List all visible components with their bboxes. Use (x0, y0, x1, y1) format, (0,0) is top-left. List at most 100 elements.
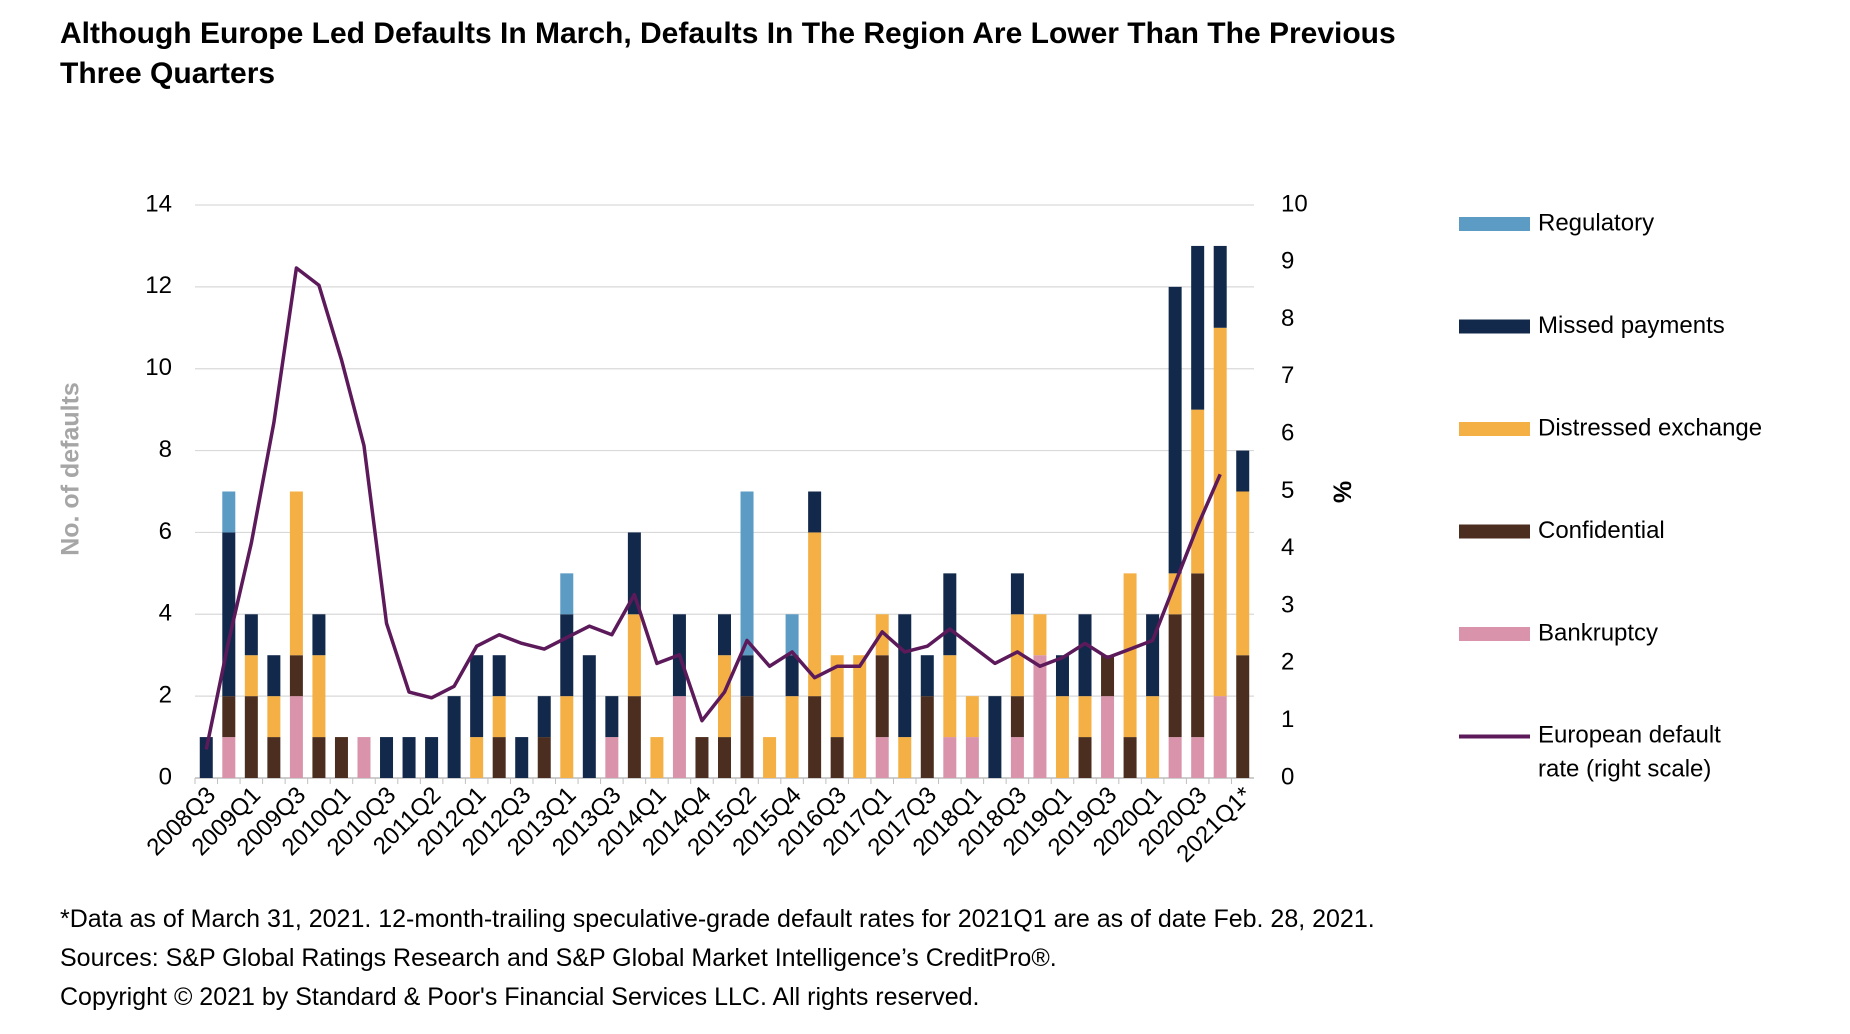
bar-segment (267, 737, 281, 778)
bar-segment (312, 737, 326, 778)
bar-segment (808, 491, 822, 533)
chart-title: Although Europe Led Defaults In March, D… (60, 17, 1396, 90)
bar-segment (875, 737, 889, 778)
bar-segment (898, 614, 912, 738)
bar-segment (222, 737, 236, 778)
bar-segment (334, 737, 348, 778)
bar-segment (672, 696, 686, 778)
bar-segment (785, 696, 799, 778)
y2-tick-label: 10 (1281, 190, 1308, 217)
y-tick-label: 14 (145, 190, 172, 217)
bar-segment (1236, 491, 1250, 656)
bar-segment (1123, 737, 1137, 778)
bar-segment (785, 655, 799, 697)
bar-segment (808, 696, 822, 778)
bar-segment (965, 737, 979, 778)
bar-segment (402, 737, 416, 778)
bar-segment (1010, 573, 1024, 615)
bar-segment (1236, 450, 1250, 492)
legend-swatch (1459, 217, 1530, 231)
bar-segment (289, 655, 303, 697)
bar-segment (988, 696, 1002, 778)
legend-swatch (1459, 422, 1530, 436)
bar-segment (1168, 614, 1182, 738)
y2-axis-label: % (1327, 481, 1355, 503)
bar-segment (830, 737, 844, 778)
y2-tick-label: 5 (1281, 477, 1294, 504)
bar-segment (1010, 696, 1024, 738)
bar-segment (222, 696, 236, 738)
bar-segment (1191, 409, 1205, 574)
bar-segment (492, 696, 506, 738)
bar-segment (965, 696, 979, 738)
legend-label: Bankruptcy (1538, 619, 1658, 646)
y2-tick-label: 9 (1281, 248, 1294, 275)
bar-segment (1033, 655, 1047, 778)
bar-segment (1101, 696, 1115, 778)
bar-segment (695, 737, 709, 778)
y2-tick-label: 1 (1281, 706, 1294, 733)
bar-segment (605, 737, 619, 778)
y2-tick-label: 0 (1281, 763, 1294, 790)
legend-swatch (1459, 627, 1530, 641)
bar-segment (808, 532, 822, 697)
bar-segment (1191, 245, 1205, 410)
bar-segment (1078, 614, 1092, 697)
y-axis-label: No. of defaults (57, 382, 85, 556)
y-tick-label: 8 (159, 436, 172, 463)
y2-tick-label: 6 (1281, 420, 1294, 447)
bar-segment (582, 655, 596, 778)
bar-segment (312, 614, 326, 656)
bar-segment (740, 491, 754, 656)
bar-segment (1123, 573, 1137, 738)
bar-segment (920, 655, 934, 697)
bar-segment (560, 696, 574, 778)
legend-label: European default rate (right scale) (1538, 722, 1721, 783)
y-tick-label: 2 (159, 681, 172, 708)
bar-segment (1168, 573, 1182, 615)
y-tick-label: 4 (159, 600, 172, 627)
bar-segment (492, 737, 506, 778)
bar-segment (627, 696, 641, 778)
bar-segment (425, 737, 439, 778)
bar-segment (785, 614, 799, 656)
bar-segment (1213, 696, 1227, 778)
bar-segment (740, 696, 754, 778)
y2-tick-label: 4 (1281, 534, 1294, 561)
bar-segment (718, 614, 731, 656)
bar-segment (875, 655, 889, 738)
legend-label: Regulatory (1538, 209, 1654, 236)
bar-segment (1213, 327, 1227, 697)
bar-segment (627, 532, 641, 615)
bar-segment (244, 655, 258, 697)
bar-segment (1078, 696, 1092, 738)
copyright: Copyright © 2021 by Standard & Poor's Fi… (60, 983, 980, 1011)
bar-segment (1055, 696, 1069, 778)
bar-segment (222, 491, 236, 533)
bar-segment (1146, 696, 1160, 778)
y-tick-label: 0 (159, 763, 172, 790)
bar-segment (718, 737, 731, 778)
bar-segment (1033, 614, 1047, 656)
bar-segment (1010, 614, 1024, 697)
bar-segment (380, 737, 394, 778)
bar-segment (1168, 286, 1182, 574)
bar-segment (1078, 737, 1092, 778)
bar-segment (763, 737, 777, 778)
legend-label: Distressed exchange (1538, 414, 1762, 441)
bar-segment (560, 573, 574, 615)
bar-segment (1213, 245, 1227, 328)
legend-label: Missed payments (1538, 312, 1725, 339)
legend-label: Confidential (1538, 517, 1665, 544)
bar-segment (267, 655, 281, 697)
y2-tick-label: 8 (1281, 305, 1294, 332)
bar-segment (289, 696, 303, 778)
y2-tick-label: 7 (1281, 362, 1294, 389)
bar-segment (470, 655, 484, 738)
bar-segment (199, 737, 213, 778)
bar-segment (1168, 737, 1182, 778)
bar-segment (492, 655, 506, 697)
bar-segment (537, 696, 551, 738)
bar-segment (1236, 655, 1250, 778)
y2-tick-label: 3 (1281, 591, 1294, 618)
